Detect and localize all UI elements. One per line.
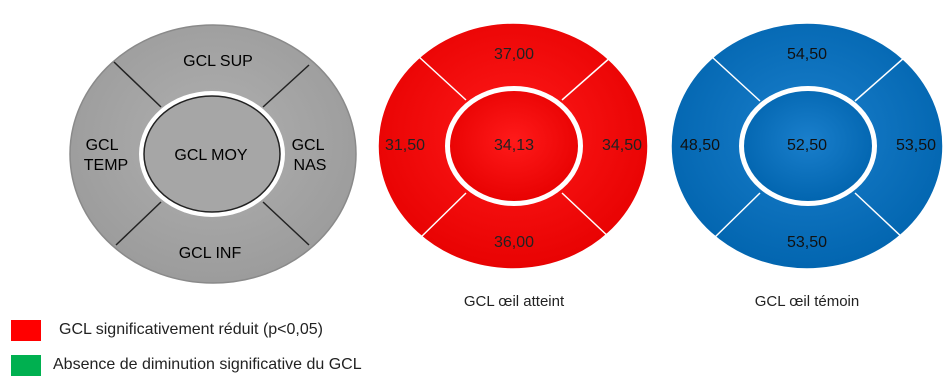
legend-item-reduced: GCL significativement réduit (p<0,05) (0, 317, 323, 343)
value-temp: 31,50 (385, 137, 425, 154)
label-center: GCL MOY (174, 147, 248, 164)
value-sup: 54,50 (787, 46, 827, 63)
caption: GCL œil atteint (464, 293, 565, 310)
divider-nw (417, 55, 467, 101)
divider-ne (262, 64, 310, 108)
divider-sw (115, 201, 162, 246)
inner-circle (744, 91, 872, 201)
label-temp-line2: TEMP (84, 157, 128, 174)
legend-item-no-reduction: Absence de diminution significative du G… (0, 352, 362, 378)
label-nas: GCL NAS (292, 137, 329, 174)
value-nas: 53,50 (896, 137, 936, 154)
label-nas-line1: GCL (292, 137, 325, 154)
divider-se (262, 201, 310, 246)
legend-swatch-red (11, 319, 41, 341)
value-center: 34,13 (494, 137, 534, 154)
legend-swatch-green (11, 354, 41, 376)
legend-label-no-reduction: Absence de diminution significative du G… (53, 356, 362, 373)
value-sup: 37,00 (494, 46, 534, 63)
inner-circle (450, 91, 578, 201)
value-inf: 36,00 (494, 234, 534, 251)
divider-nw (113, 61, 162, 108)
diagram-control-eye: 54,50 48,50 52,50 53,50 53,50 GCL œil té… (670, 22, 943, 310)
divider-se (561, 192, 613, 241)
legend-label-reduced: GCL significativement réduit (p<0,05) (59, 321, 323, 338)
divider-sw (417, 192, 467, 241)
divider-sw (711, 192, 761, 241)
value-center: 52,50 (787, 137, 827, 154)
divider-ne (561, 55, 613, 101)
divider-ne (854, 56, 906, 102)
label-temp: GCL TEMP (84, 137, 128, 174)
label-nas-line2: NAS (294, 157, 327, 174)
label-temp-line1: GCL (86, 137, 119, 154)
inner-circle (143, 95, 281, 213)
label-sup: GCL SUP (183, 53, 253, 70)
diagram-affected-eye: 37,00 31,50 34,13 34,50 36,00 GCL œil at… (377, 22, 649, 310)
divider-nw (711, 56, 761, 102)
divider-se (854, 192, 906, 241)
value-inf: 53,50 (787, 234, 827, 251)
label-inf: GCL INF (179, 245, 242, 262)
diagram-schema: GCL SUP GCL MOY GCL TEMP GCL NAS GCL INF (69, 24, 357, 284)
caption: GCL œil témoin (755, 293, 859, 310)
value-temp: 48,50 (680, 137, 720, 154)
value-nas: 34,50 (602, 137, 642, 154)
